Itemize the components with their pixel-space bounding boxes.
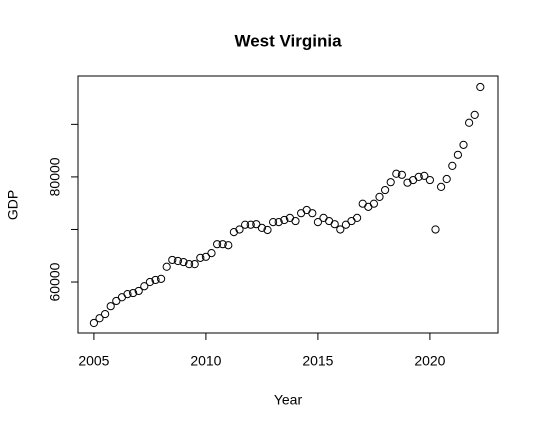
- point: [106, 302, 115, 311]
- point: [425, 175, 435, 185]
- point: [145, 277, 155, 287]
- point: [213, 240, 222, 249]
- point: [431, 225, 440, 234]
- point: [470, 110, 479, 119]
- point: [241, 220, 250, 229]
- point: [101, 309, 110, 319]
- point: [386, 178, 395, 187]
- point: [224, 241, 233, 250]
- plot-box: [77, 75, 499, 334]
- point: [375, 192, 384, 201]
- point: [218, 240, 227, 249]
- point: [185, 260, 194, 269]
- point: [252, 220, 261, 229]
- y-axis-label: GDP: [5, 190, 21, 220]
- point: [381, 185, 390, 195]
- point: [448, 161, 457, 170]
- point: [173, 256, 183, 266]
- point: [140, 282, 149, 291]
- point: [123, 290, 132, 299]
- x-tick-label: 2005: [78, 353, 109, 369]
- point: [162, 262, 171, 271]
- point: [207, 249, 216, 258]
- point: [89, 318, 99, 328]
- point: [168, 255, 177, 265]
- point: [414, 172, 423, 182]
- point: [353, 213, 362, 223]
- point: [453, 150, 463, 159]
- point: [280, 215, 289, 225]
- point: [465, 118, 474, 127]
- point: [179, 257, 188, 267]
- point: [476, 82, 485, 92]
- point: [459, 140, 468, 149]
- y-tick-label: 60000: [47, 262, 63, 301]
- point: [437, 182, 446, 191]
- point: [308, 209, 317, 218]
- point: [235, 225, 244, 234]
- chart-title: West Virginia: [234, 31, 342, 50]
- point: [291, 216, 300, 226]
- point: [257, 223, 267, 232]
- point: [274, 218, 283, 227]
- point: [263, 225, 272, 235]
- point: [392, 169, 401, 178]
- point: [269, 218, 278, 227]
- point: [397, 170, 407, 179]
- point: [313, 218, 323, 227]
- point: [134, 286, 143, 296]
- x-tick-label: 2015: [302, 353, 333, 369]
- point: [151, 275, 160, 285]
- y-tick-label: 80000: [47, 157, 63, 196]
- point: [369, 199, 379, 208]
- point: [341, 220, 351, 229]
- x-axis-label: Year: [274, 392, 303, 408]
- point: [246, 220, 255, 229]
- point: [442, 174, 451, 184]
- point: [201, 252, 211, 261]
- point: [190, 260, 199, 269]
- point: [196, 253, 205, 262]
- x-tick-label: 2020: [414, 353, 445, 369]
- point: [129, 288, 138, 298]
- point: [420, 171, 429, 180]
- point: [112, 296, 121, 306]
- point: [157, 274, 166, 283]
- x-tick-label: 2010: [190, 353, 221, 369]
- point: [336, 225, 345, 234]
- point: [95, 314, 104, 323]
- point: [330, 220, 339, 229]
